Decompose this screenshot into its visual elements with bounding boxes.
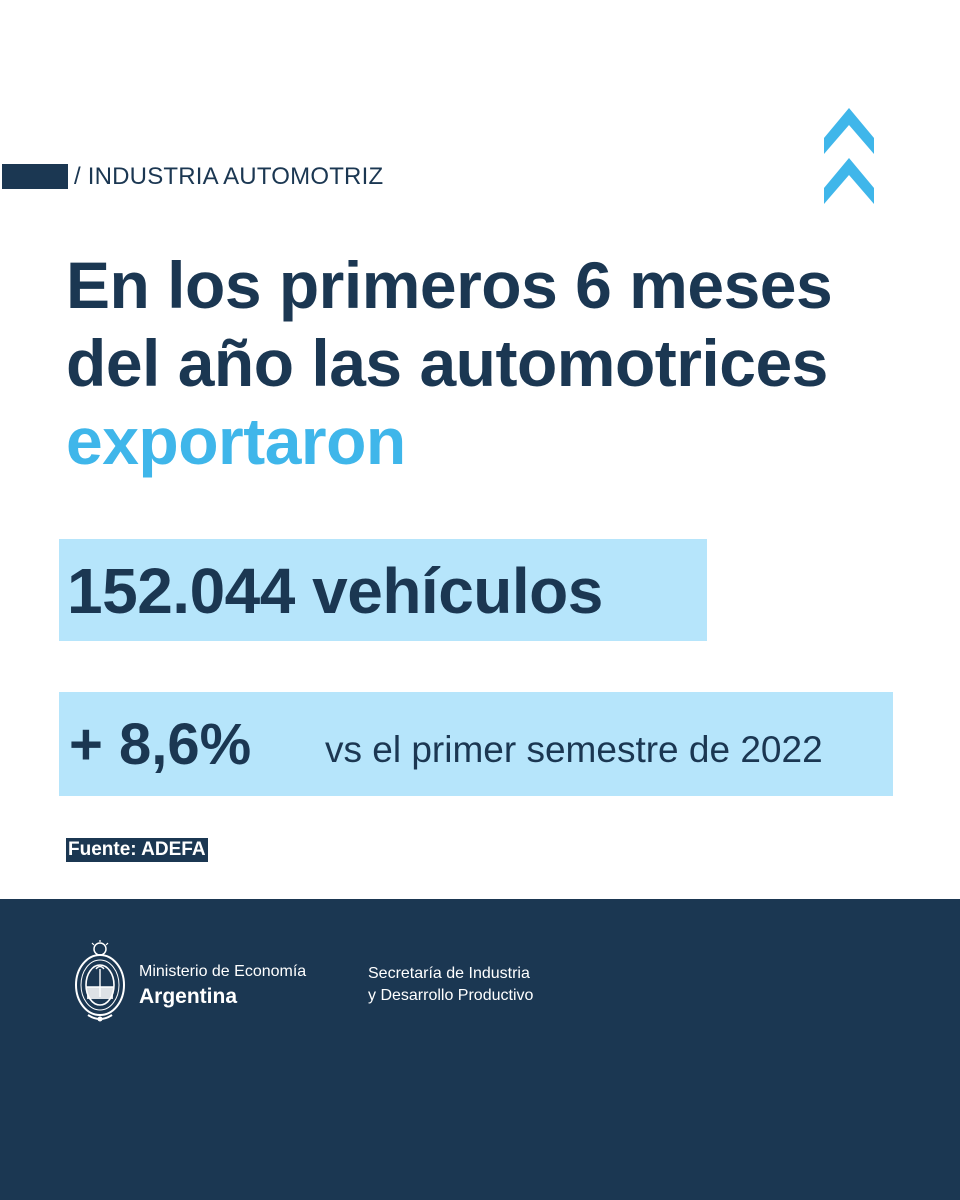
category-marker (2, 164, 68, 189)
footer: Ministerio de Economía Argentina Secreta… (0, 899, 960, 1200)
headline-line-2: del año las automotrices (66, 326, 828, 400)
coat-of-arms-icon (75, 940, 125, 1022)
delta-highlight: + 8,6% vs el primer semestre de 2022 (59, 692, 893, 796)
headline-accent-word: exportaron (66, 404, 406, 478)
stat-highlight: 152.044 vehículos (59, 539, 707, 641)
delta-caption: vs el primer semestre de 2022 (325, 729, 823, 770)
ministry-country: Argentina (139, 985, 238, 1008)
category-label: / INDUSTRIA AUTOMOTRIZ (74, 163, 384, 190)
headline: En los primeros 6 meses del año las auto… (66, 246, 946, 480)
ministry-name: Ministerio de Economía (139, 963, 307, 980)
stat-value: 152.044 vehículos (67, 555, 603, 627)
secretaria-line-1: Secretaría de Industria (368, 965, 530, 982)
double-chevron-up-icon (824, 108, 874, 204)
secretaria-line-2: y Desarrollo Productivo (368, 987, 534, 1004)
source-label: Fuente: ADEFA (66, 838, 208, 862)
delta-value: + 8,6% (69, 712, 252, 777)
headline-line-1: En los primeros 6 meses (66, 248, 833, 322)
